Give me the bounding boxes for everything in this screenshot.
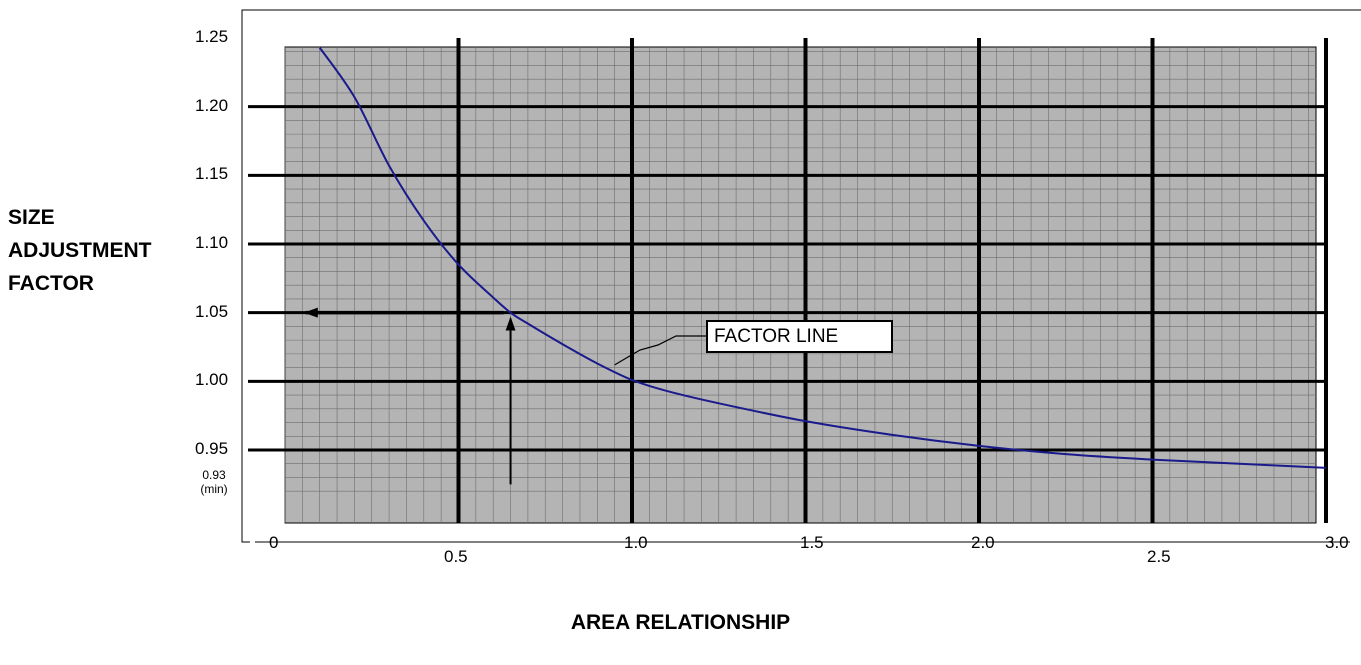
- y-tick-label: 1.10: [195, 233, 229, 252]
- x-tick-label: 2.5: [1147, 547, 1171, 566]
- factor-line-layer: [318, 47, 1327, 469]
- x-tick-label: 2.0: [971, 533, 995, 552]
- x-tick-label: 3.0: [1325, 533, 1349, 552]
- y-axis-label-line-2: ADJUSTMENT: [8, 239, 152, 262]
- x-tick-label: 0.5: [444, 547, 468, 566]
- y-min-marker-label: 0.93 (min): [196, 468, 232, 496]
- y-axis-label-line-1: SIZE: [8, 206, 55, 229]
- axis-frame: [241, 9, 1361, 543]
- reading-arrows: [303, 307, 516, 485]
- factor-line-leader-line: [614, 335, 706, 366]
- x-axis-label: AREA RELATIONSHIP: [570, 611, 791, 634]
- x-tick-label: 1.0: [624, 533, 648, 552]
- y-tick-label: 1.00: [195, 370, 229, 390]
- y-tick-label: 1.20: [195, 95, 229, 115]
- y-axis-label-line-3: FACTOR: [8, 272, 94, 295]
- y-axis-label: SIZE ADJUSTMENT FACTOR: [8, 201, 152, 300]
- factor-line-curve: [318, 47, 1327, 469]
- factor-line-leader: [614, 335, 706, 366]
- outer-frame-line: [241, 9, 1361, 543]
- y-tick-label: 0.95: [195, 439, 229, 458]
- y-min-note: (min): [200, 482, 228, 496]
- y-tick-label: 1.05: [195, 301, 229, 321]
- y-tick-label: 1.15: [195, 164, 229, 184]
- y-min-value: 0.93: [202, 468, 226, 482]
- y-tick-label: 1.25: [195, 27, 229, 46]
- x-tick-label: 0: [269, 533, 279, 552]
- factor-line-annotation: FACTOR LINE: [706, 320, 893, 353]
- x-tick-label: 1.5: [800, 533, 824, 552]
